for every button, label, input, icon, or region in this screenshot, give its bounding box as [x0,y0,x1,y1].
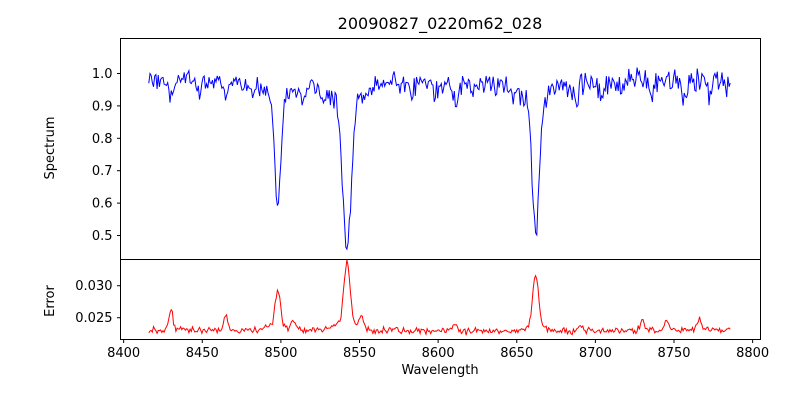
spectrum-axes-box [120,38,761,260]
y-tick-label: 0.7 [92,164,113,179]
x-tick-label: 8500 [264,346,297,361]
y-tick-label: 1.0 [92,67,113,82]
x-tick-label: 8400 [107,346,140,361]
spectrum-subplot: 0.5 0.6 0.7 0.8 0.9 1.0 [92,38,761,260]
chart-title: 20090827_0220m62_028 [338,14,543,34]
x-tick-label: 8550 [343,346,376,361]
y-tick-label: 0.030 [75,279,112,294]
spectrum-line-series [148,67,731,251]
spectrum-y-ticks: 0.5 0.6 0.7 0.8 0.9 1.0 [92,67,121,244]
x-axis-label: Wavelength [401,363,478,378]
y-tick-label: 0.8 [92,132,113,147]
x-tick-label: 8700 [579,346,612,361]
error-axes-box [120,259,761,340]
error-y-axis-label: Error [43,285,58,317]
x-tick-label: 8650 [500,346,533,361]
x-tick-label: 8800 [736,346,769,361]
y-tick-label: 0.025 [75,311,112,326]
error-y-ticks: 0.025 0.030 [75,279,121,326]
y-tick-label: 0.9 [92,99,113,114]
y-tick-label: 0.6 [92,197,113,212]
spectrum-y-axis-label: Spectrum [43,117,58,180]
x-tick-label: 8600 [422,346,455,361]
x-axis-ticks: 8400 8450 8500 8550 8600 8650 8700 8750 8800 [107,339,769,361]
x-tick-label: 8450 [186,346,219,361]
error-line-series [148,259,731,336]
x-tick-label: 8750 [657,346,690,361]
y-tick-label: 0.5 [92,229,113,244]
